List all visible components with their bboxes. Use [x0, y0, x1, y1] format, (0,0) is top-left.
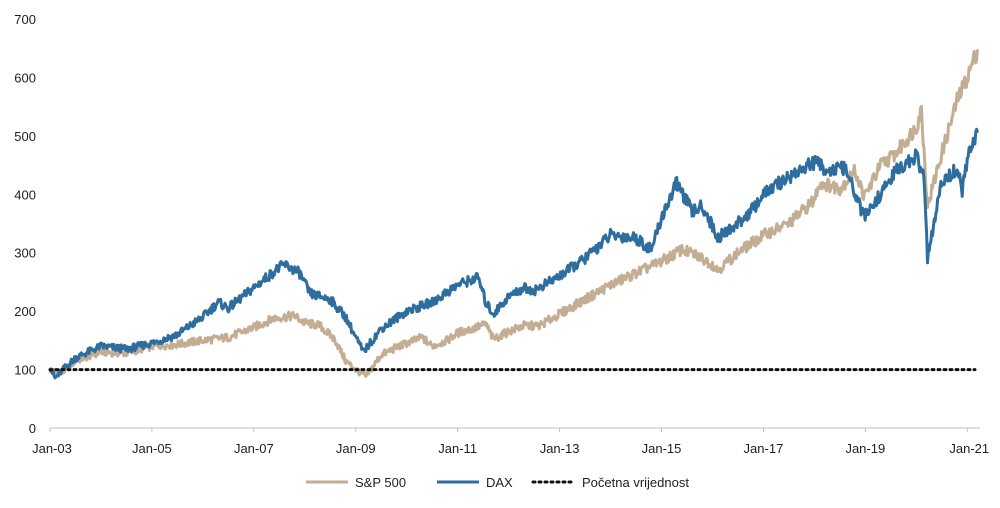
legend: S&P 500 DAX Početna vrijednost: [306, 475, 689, 490]
x-tick-label: Jan-15: [642, 441, 682, 456]
y-tick-label: 700: [14, 12, 36, 27]
legend-label: DAX: [486, 475, 513, 490]
chart-axes: [49, 427, 980, 432]
y-tick-label: 200: [14, 304, 36, 319]
y-tick-label: 600: [14, 70, 36, 85]
x-tick-label: Jan-21: [949, 441, 989, 456]
legend-label: S&P 500: [355, 475, 406, 490]
legend-label: Početna vrijednost: [582, 475, 689, 490]
legend-item-dax: DAX: [437, 475, 513, 490]
y-tick-label: 300: [14, 246, 36, 261]
y-tick-label: 500: [14, 129, 36, 144]
x-tick-label: Jan-17: [744, 441, 784, 456]
series-line-dax: [48, 127, 979, 380]
series-line-sp500: [48, 49, 979, 379]
x-tick-label: Jan-03: [32, 441, 72, 456]
legend-item-sp500: S&P 500: [306, 475, 406, 490]
x-tick-label: Jan-11: [438, 441, 477, 456]
legend-item-baseline: Početna vrijednost: [531, 475, 689, 490]
x-tick-label: Jan-05: [132, 441, 172, 456]
x-tick-label: Jan-13: [540, 441, 580, 456]
y-tick-label: 0: [29, 421, 36, 436]
y-axis-tick-labels: 0 100 200 300 400 500 600 700: [14, 12, 36, 436]
x-tick-label: Jan-09: [336, 441, 376, 456]
x-tick-label: Jan-07: [234, 441, 274, 456]
series-lines: [48, 49, 979, 380]
x-tick-label: Jan-19: [845, 441, 885, 456]
x-axis-tick-labels: Jan-03 Jan-05 Jan-07 Jan-09 Jan-11 Jan-13 Jan-…: [32, 441, 989, 456]
y-tick-label: 400: [14, 187, 36, 202]
y-tick-label: 100: [14, 363, 36, 378]
